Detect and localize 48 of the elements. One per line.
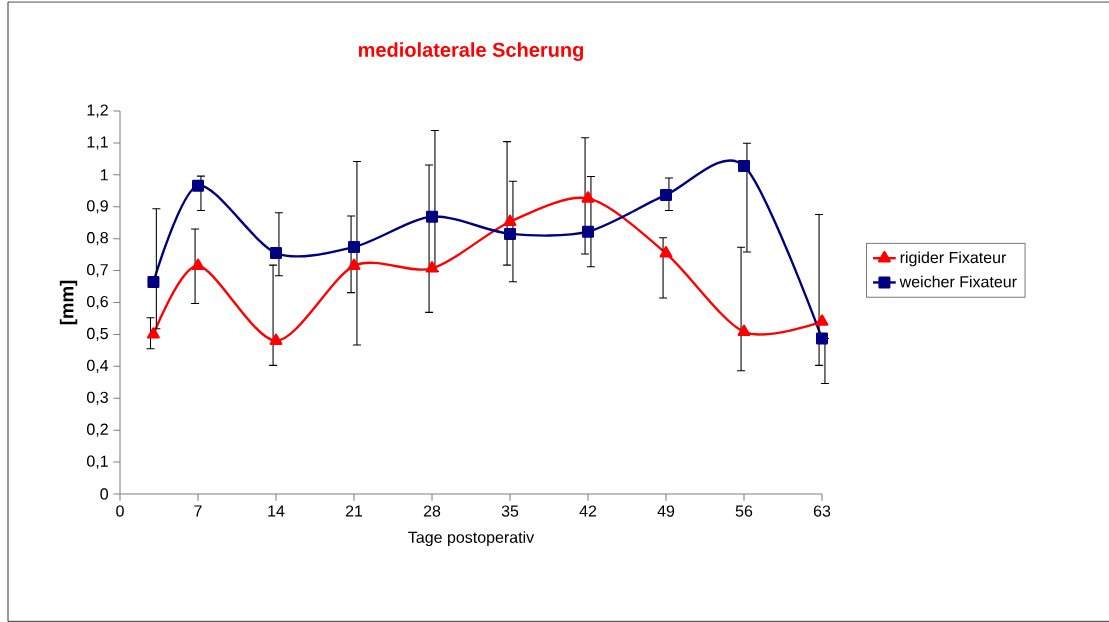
point xyxy=(738,159,750,172)
point xyxy=(425,261,439,273)
x-tick-label: 49 xyxy=(657,505,675,517)
legend-label: rigider Fixateur xyxy=(900,251,1007,267)
point xyxy=(147,276,160,289)
y-tick-label: 1,2 xyxy=(87,104,108,118)
x-tick-label: 42 xyxy=(579,505,597,517)
point xyxy=(192,179,204,192)
y-tick-label: 0,5 xyxy=(87,327,108,342)
x-tick-label: 0 xyxy=(116,505,124,517)
y-tick-label: 1 xyxy=(100,169,108,181)
chart-title: mediolaterale Scherung xyxy=(358,42,584,61)
y-tick-label: 0,9 xyxy=(87,200,108,214)
point xyxy=(816,332,828,345)
point xyxy=(503,214,517,226)
point xyxy=(581,191,595,203)
point xyxy=(660,188,672,201)
point xyxy=(269,333,283,345)
y-tick-label: 0,1 xyxy=(87,455,108,469)
y-tick-label: 1,1 xyxy=(87,136,108,150)
x-tick-label: 35 xyxy=(501,505,519,517)
point xyxy=(147,327,160,339)
point xyxy=(659,246,673,258)
y-tick-label: 0 xyxy=(100,488,109,500)
legend-label: weicher Fixateur xyxy=(899,275,1017,288)
y-tick-label: 0,7 xyxy=(87,263,108,278)
x-tick-label: 56 xyxy=(735,505,753,517)
x-axis-title: Tage postoperativ xyxy=(408,531,535,547)
x-tick-label: 21 xyxy=(345,505,363,517)
x-tick-label: 14 xyxy=(268,505,285,517)
y-tick-label: 0,4 xyxy=(87,359,109,373)
point xyxy=(348,240,361,253)
point xyxy=(815,314,829,326)
point xyxy=(347,258,361,270)
point xyxy=(582,225,594,238)
point xyxy=(737,324,751,337)
x-tick-label: 63 xyxy=(813,505,831,517)
point xyxy=(504,227,517,240)
y-tick-label: 0,6 xyxy=(87,295,108,310)
y-tick-label: 0,2 xyxy=(87,423,108,437)
point xyxy=(270,247,282,260)
x-tick-label: 28 xyxy=(423,505,441,517)
x-tick-label: 7 xyxy=(194,505,202,517)
point xyxy=(426,210,439,223)
y-tick-label: 0,8 xyxy=(87,232,108,246)
y-axis-title: [mm] xyxy=(59,280,78,325)
y-tick-label: 0,3 xyxy=(87,391,108,405)
point xyxy=(191,258,205,270)
